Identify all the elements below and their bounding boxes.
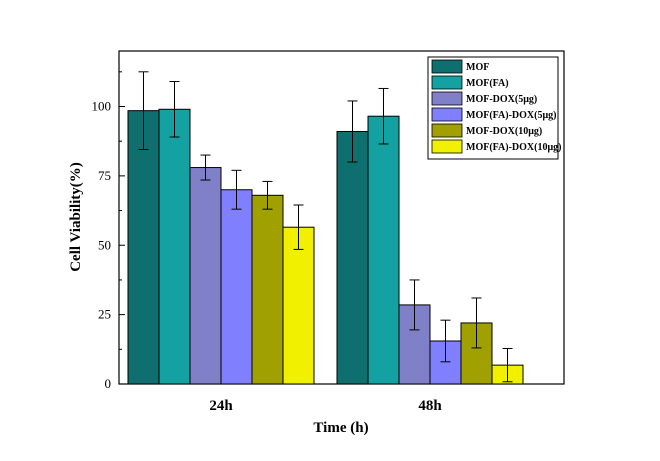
legend-label: MOF	[466, 62, 489, 73]
bar-24h-MOF(FA)-DOX(5μg)	[220, 189, 253, 385]
legend-label: MOF(FA)-DOX(5μg)	[466, 110, 556, 121]
legend-swatch	[431, 107, 463, 122]
legend-swatch	[431, 123, 463, 138]
legend: MOF MOF(FA) MOF-DOX(5μg) MOF(FA)-DOX(5μg) MO…	[427, 56, 561, 160]
x-axis-title: Time (h)	[313, 420, 368, 436]
bar-24h-MOF	[127, 110, 160, 385]
legend-label: MOF-DOX(10μg)	[466, 126, 542, 137]
bar-24h-MOF(FA)-DOX(10μg)	[282, 226, 315, 385]
legend-label: MOF(FA)-DOX(10μg)	[466, 142, 561, 153]
bar-24h-MOF-DOX(5μg)	[189, 167, 222, 385]
x-tick-label: 24h	[209, 398, 233, 414]
bars-layer	[127, 71, 524, 385]
legend-label: MOF(FA)	[466, 78, 509, 89]
x-axis: 24h 48h	[209, 378, 442, 414]
bar-48h-MOF(FA)	[367, 115, 400, 385]
y-tick-label: 50	[98, 237, 111, 252]
bar-24h-MOF(FA)	[158, 108, 191, 385]
legend-swatch	[431, 75, 463, 90]
y-tick-label: 100	[92, 99, 112, 114]
y-axis: 0 25 50 75 100	[92, 71, 125, 391]
legend-swatch	[431, 91, 463, 106]
bar-24h-MOF-DOX(10μg)	[251, 194, 284, 385]
x-tick-label: 48h	[418, 398, 442, 414]
y-axis-title: Cell Viability(%)	[68, 162, 84, 272]
y-tick-label: 0	[105, 376, 112, 391]
legend-swatch	[431, 139, 463, 154]
bar-48h-MOF	[336, 130, 369, 385]
legend-label: MOF-DOX(5μg)	[466, 94, 537, 105]
y-tick-label: 75	[98, 168, 111, 183]
legend-swatch	[431, 59, 463, 74]
y-tick-label: 25	[98, 307, 111, 322]
